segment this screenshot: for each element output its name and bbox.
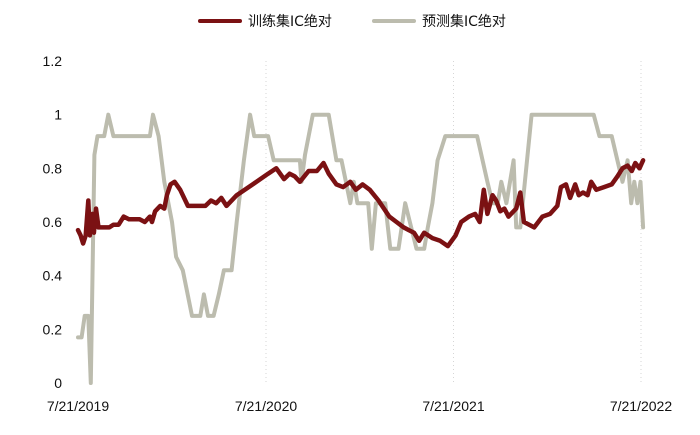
series-line-train	[75, 158, 646, 249]
y-tick-label: 1.2	[43, 53, 63, 69]
x-tick-label: 7/21/2020	[235, 398, 297, 414]
y-tick-label: 0.4	[43, 268, 63, 284]
x-tick-label: 7/21/2022	[610, 398, 672, 414]
x-tick-label: 7/21/2021	[422, 398, 484, 414]
y-axis: 0 0.2 0.4 0.6 0.8 1 1.2	[43, 53, 63, 391]
x-axis: 7/21/2019 7/21/2020 7/21/2021 7/21/2022	[47, 398, 672, 414]
y-tick-label: 0.8	[43, 160, 63, 176]
legend-label-train: 训练集IC绝对	[248, 13, 332, 30]
x-tick-label: 7/21/2019	[47, 398, 109, 414]
series-line-test	[76, 112, 646, 385]
grid	[265, 61, 642, 383]
y-tick-label: 0	[54, 375, 62, 391]
legend: 训练集IC绝对 预测集IC绝对	[198, 13, 506, 30]
y-tick-label: 0.6	[43, 214, 63, 230]
series-lines	[75, 112, 646, 385]
legend-label-test: 预测集IC绝对	[422, 13, 506, 30]
y-tick-label: 1	[54, 107, 62, 123]
y-tick-label: 0.2	[43, 321, 63, 337]
